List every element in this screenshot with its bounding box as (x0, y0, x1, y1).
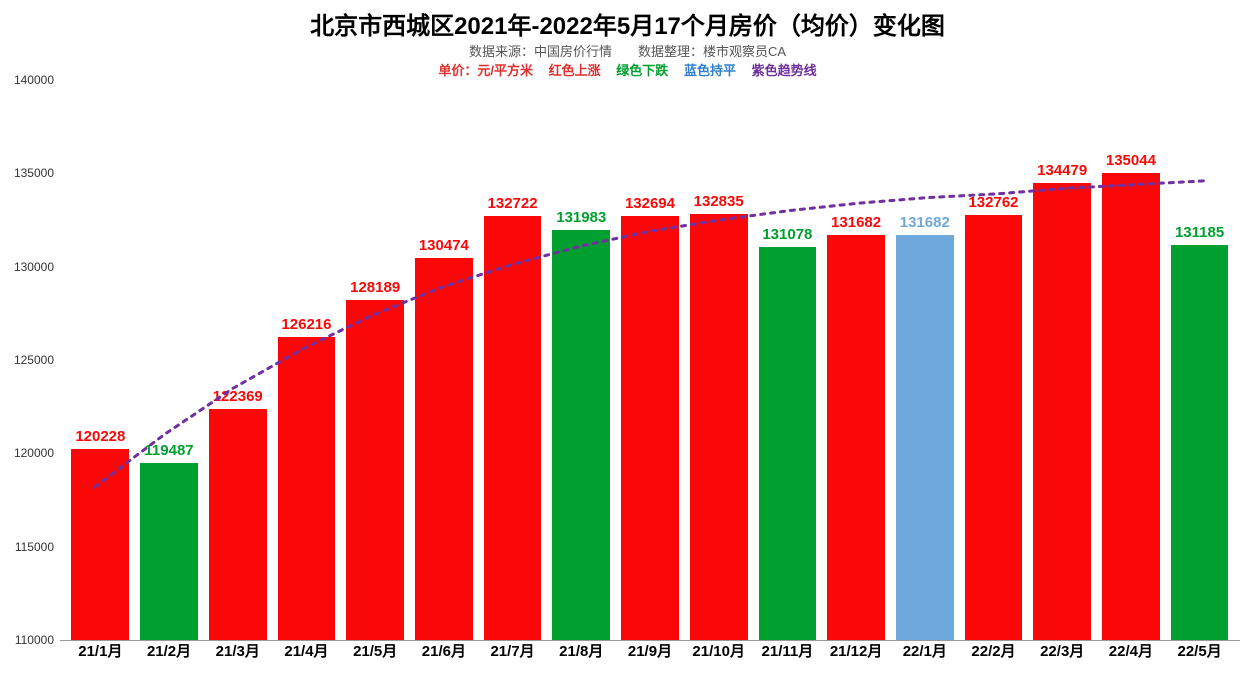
chart-legend: 单价：元/平方米 红色上涨 绿色下跌 蓝色持平 紫色趋势线 (0, 60, 1255, 79)
chart-title: 北京市西城区2021年-2022年5月17个月房价（均价）变化图 (0, 0, 1255, 41)
legend-up: 红色上涨 (549, 63, 601, 78)
y-tick: 140000 (14, 73, 54, 87)
x-tick: 21/4月 (272, 640, 341, 661)
bar-slot: 131682 (822, 80, 891, 640)
bar-value-label: 119487 (144, 442, 193, 459)
bar-slot: 131185 (1165, 80, 1234, 640)
bar (1102, 173, 1160, 640)
bar-slot: 130474 (410, 80, 479, 640)
bar (1171, 245, 1229, 640)
x-tick: 21/6月 (410, 640, 479, 661)
bar (209, 409, 267, 640)
x-tick: 21/10月 (684, 640, 753, 661)
x-tick: 22/5月 (1165, 640, 1234, 661)
bar-value-label: 132762 (968, 194, 1018, 211)
bar-slot: 135044 (1097, 80, 1166, 640)
bar-value-label: 122369 (213, 388, 263, 405)
bar-value-label: 131078 (762, 226, 812, 243)
bar-slot: 132835 (684, 80, 753, 640)
x-tick: 21/1月 (66, 640, 135, 661)
x-tick: 21/12月 (822, 640, 891, 661)
bar (415, 258, 473, 640)
bar (484, 216, 542, 640)
x-tick: 21/8月 (547, 640, 616, 661)
bar (1033, 183, 1091, 640)
bar (965, 215, 1023, 640)
bar (896, 235, 954, 640)
y-axis: 1100001150001200001250001300001350001400… (0, 80, 60, 640)
bar (621, 216, 679, 640)
bar-slot: 134479 (1028, 80, 1097, 640)
bars-group: 120228 119487 122369 126216 128189 130474 1327… (60, 80, 1240, 640)
bar-value-label: 131983 (556, 209, 606, 226)
bar (278, 337, 336, 640)
chart-container: 北京市西城区2021年-2022年5月17个月房价（均价）变化图 数据来源：中国… (0, 0, 1255, 681)
bar-value-label: 131682 (831, 214, 881, 231)
x-tick: 21/7月 (478, 640, 547, 661)
legend-down: 绿色下跌 (616, 63, 668, 78)
legend-trend: 紫色趋势线 (752, 63, 817, 78)
x-tick: 22/4月 (1097, 640, 1166, 661)
bar-value-label: 130474 (419, 237, 469, 254)
bar-value-label: 135044 (1106, 152, 1156, 169)
bar-value-label: 126216 (281, 316, 331, 333)
bar (552, 230, 610, 640)
bar-slot: 128189 (341, 80, 410, 640)
bar-slot: 132722 (478, 80, 547, 640)
bar-value-label: 128189 (350, 279, 400, 296)
bar-slot: 132694 (616, 80, 685, 640)
bar-slot: 126216 (272, 80, 341, 640)
y-tick: 130000 (14, 260, 54, 274)
bar (690, 214, 748, 640)
y-tick: 110000 (15, 633, 54, 647)
x-tick: 22/3月 (1028, 640, 1097, 661)
x-tick: 21/3月 (203, 640, 272, 661)
y-tick: 135000 (14, 166, 54, 180)
bar (140, 463, 198, 640)
bar (71, 449, 129, 640)
chart-subtitle: 数据来源：中国房价行情 数据整理：楼市观察员CA (0, 41, 1255, 60)
bar-value-label: 131185 (1175, 224, 1224, 241)
bar-value-label: 134479 (1037, 162, 1087, 179)
y-tick: 125000 (14, 353, 54, 367)
bar-slot: 119487 (135, 80, 204, 640)
bar-slot: 131078 (753, 80, 822, 640)
x-axis: 21/1月21/2月21/3月21/4月21/5月21/6月21/7月21/8月… (60, 640, 1240, 661)
bar-value-label: 131682 (900, 214, 950, 231)
bar-slot: 131983 (547, 80, 616, 640)
bar (759, 247, 817, 640)
legend-flat: 蓝色持平 (684, 63, 736, 78)
x-tick: 22/2月 (959, 640, 1028, 661)
bar-value-label: 132835 (694, 193, 744, 210)
bar-slot: 120228 (66, 80, 135, 640)
y-tick: 115000 (15, 540, 54, 554)
x-tick: 22/1月 (890, 640, 959, 661)
x-tick: 21/9月 (616, 640, 685, 661)
x-tick: 21/11月 (753, 640, 822, 661)
bar-slot: 122369 (203, 80, 272, 640)
y-tick: 120000 (14, 446, 54, 460)
plot-area: 120228 119487 122369 126216 128189 130474 1327… (60, 80, 1240, 640)
bar (346, 300, 404, 640)
x-tick: 21/2月 (135, 640, 204, 661)
bar-value-label: 132694 (625, 195, 675, 212)
bar-value-label: 120228 (75, 428, 125, 445)
legend-unit: 单价：元/平方米 (438, 63, 533, 78)
bar-slot: 132762 (959, 80, 1028, 640)
bar (827, 235, 885, 640)
bar-value-label: 132722 (488, 195, 538, 212)
bar-slot: 131682 (890, 80, 959, 640)
x-tick: 21/5月 (341, 640, 410, 661)
